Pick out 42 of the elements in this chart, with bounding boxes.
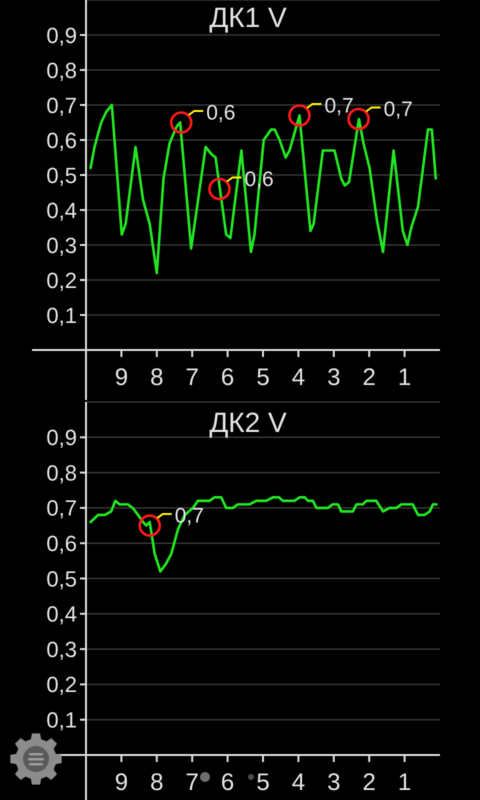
y-tick-label: 0,4 <box>46 198 77 223</box>
y-tick-label: 0,5 <box>46 566 77 592</box>
annotation: 0,6 <box>206 101 236 124</box>
y-tick-label: 0,8 <box>46 58 77 83</box>
y-tick-label: 0,4 <box>46 602 77 627</box>
y-tick-label: 0,9 <box>46 425 77 450</box>
x-tick-label: 5 <box>256 769 270 796</box>
line-series <box>89 496 438 573</box>
y-tick-label: 0,2 <box>46 268 77 293</box>
y-tick-label: 0,3 <box>46 232 77 258</box>
chart-title: ДК2 V <box>209 407 287 438</box>
annotation: 0,7 <box>384 98 413 120</box>
x-tick-label: 2 <box>362 769 376 796</box>
x-tick-label: 6 <box>220 364 234 392</box>
y-tick-label: 0,5 <box>46 162 77 188</box>
chart-title: ДК1 V <box>209 2 287 33</box>
y-tick-label: 0,6 <box>46 128 77 153</box>
x-tick-label: 1 <box>398 364 412 392</box>
y-tick-label: 0,8 <box>46 460 77 486</box>
x-tick-label: 9 <box>114 364 128 392</box>
x-tick-label: 9 <box>114 769 128 796</box>
x-tick-label: 8 <box>150 364 164 392</box>
x-tick-label: 8 <box>150 769 164 796</box>
x-tick-label: 4 <box>292 769 306 796</box>
annotation: 0,7 <box>324 94 354 117</box>
x-tick-label: 5 <box>256 364 270 392</box>
y-tick-label: 0,2 <box>46 672 77 698</box>
y-tick-label: 0,7 <box>46 496 77 521</box>
x-tick-label: 6 <box>220 769 234 796</box>
x-tick-label: 3 <box>327 769 340 796</box>
y-tick-label: 0,3 <box>46 636 77 662</box>
x-tick-label: 4 <box>292 364 306 392</box>
y-tick-label: 0,9 <box>46 22 77 48</box>
x-tick-label: 3 <box>327 364 340 392</box>
x-tick-label: 2 <box>362 364 376 392</box>
x-tick-label: 1 <box>398 769 412 796</box>
y-tick-label: 0,6 <box>46 531 77 556</box>
y-tick-label: 0,7 <box>46 92 77 118</box>
y-tick-label: 0,1 <box>46 708 77 733</box>
x-tick-label: 7 <box>186 769 199 796</box>
y-tick-label: 0,1 <box>46 302 77 328</box>
x-tick-label: 7 <box>186 364 199 392</box>
